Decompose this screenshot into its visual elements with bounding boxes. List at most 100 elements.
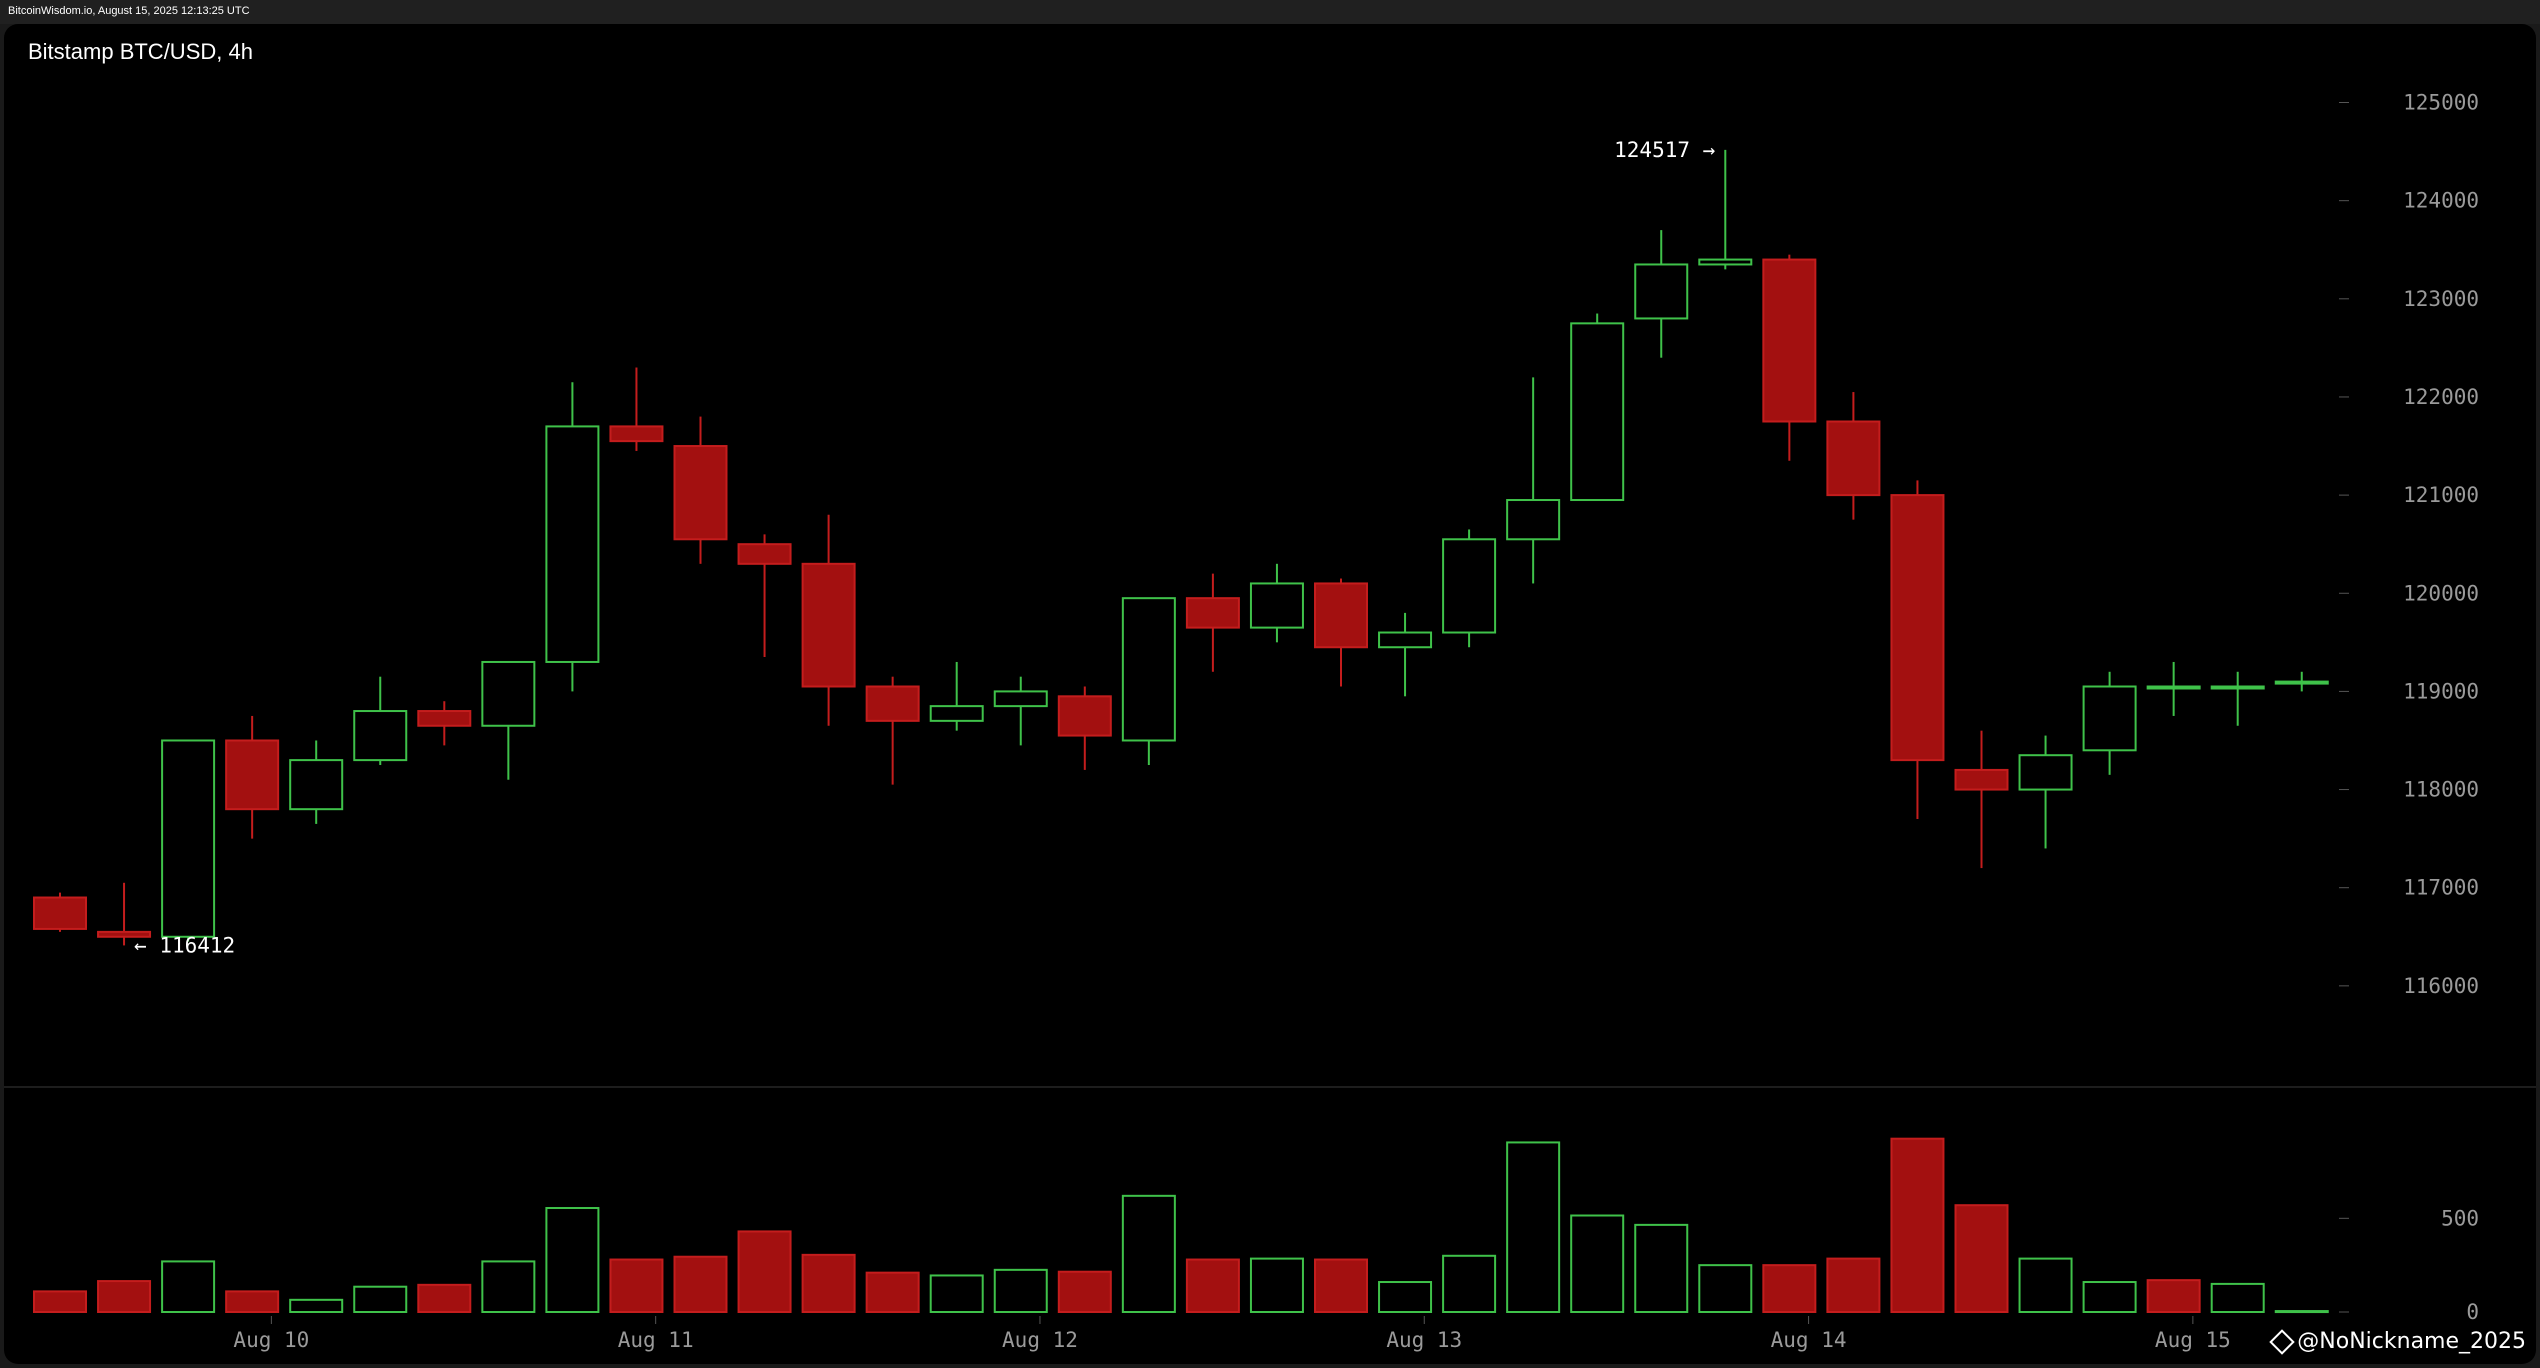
candle (1057, 686, 1112, 770)
time-tick-label: Aug 13 (1386, 1328, 1462, 1352)
candle (673, 416, 728, 564)
volume-series (33, 1137, 2329, 1314)
candle-body-up (1634, 263, 1689, 320)
price-tick-label: 120000 (2403, 581, 2479, 605)
candle-body-down (609, 425, 664, 443)
volume-bar-up (1634, 1223, 1689, 1313)
candle (1378, 612, 1433, 697)
volume-bar-down (673, 1255, 728, 1314)
candle-body-up (929, 705, 984, 722)
candle (1890, 480, 1945, 819)
volume-bar-down (225, 1290, 280, 1314)
candle-body-up (1121, 597, 1176, 742)
time-axis: Aug 10 Aug 11 Aug 12 Aug 13 Aug 14 Aug 15 (233, 1316, 2231, 1352)
price-axis: 116000 117000 118000 119000 120000 121000 1220… (2339, 91, 2479, 998)
volume-bar-down (33, 1290, 87, 1314)
volume-bar-down (417, 1283, 472, 1313)
volume-bar-up (993, 1268, 1048, 1314)
candle (161, 739, 216, 942)
candle-body-up (2082, 685, 2137, 752)
volume-bar-down (1185, 1258, 1240, 1314)
chart-title: Bitstamp BTC/USD, 4h (28, 39, 253, 64)
volume-bar-up (1698, 1264, 1753, 1313)
volume-bar-up (1506, 1141, 1561, 1313)
volume-bar-up (289, 1298, 344, 1313)
candle (1185, 573, 1240, 672)
time-tick-label: Aug 12 (1002, 1328, 1078, 1352)
volume-bar-up (481, 1260, 536, 1313)
candle (1506, 377, 1561, 584)
price-tick-label: 118000 (2403, 778, 2479, 802)
chart-panel: Bitstamp BTC/USD, 4h 116000 117000 118000 1… (4, 24, 2536, 1364)
candle-body-up (1249, 582, 1304, 629)
candle-body-down (417, 710, 472, 727)
volume-bar-up (929, 1274, 984, 1313)
volume-bar-up (1121, 1194, 1176, 1313)
volume-bar-down (737, 1230, 792, 1313)
candle-body-up (1570, 322, 1625, 502)
candle-body-up (481, 660, 536, 727)
candle-body-down (1314, 582, 1368, 649)
time-tick-label: Aug 11 (618, 1328, 694, 1352)
volume-bar-down (1954, 1204, 2009, 1313)
price-tick-label: 125000 (2403, 91, 2479, 115)
price-tick-label: 122000 (2403, 385, 2479, 409)
candle (33, 892, 87, 932)
volume-bar-down (1314, 1258, 1368, 1314)
candle-body-up (1378, 631, 1433, 649)
time-tick-label: Aug 14 (1771, 1328, 1847, 1352)
candle-body-up (2274, 680, 2329, 685)
watermark: @NoNickname_2025 (2269, 1328, 2526, 1355)
candle (1249, 563, 1304, 643)
candle (993, 676, 1048, 746)
top-info-bar: BitcoinWisdom.io, August 15, 2025 12:13:… (0, 0, 2540, 24)
watermark-text: @NoNickname_2025 (2297, 1329, 2526, 1354)
volume-bar-down (1057, 1270, 1112, 1314)
volume-tick-label: 0 (2466, 1300, 2479, 1324)
candle-body-down (865, 685, 920, 722)
volume-bar-up (2210, 1282, 2265, 1314)
candle (417, 701, 472, 746)
volume-bar-up (545, 1207, 600, 1313)
volume-bar-up (2018, 1257, 2073, 1313)
candle (2082, 671, 2137, 775)
candle-body-down (1954, 768, 2009, 791)
price-tick-label: 123000 (2403, 287, 2479, 311)
volume-bar-up (353, 1285, 408, 1314)
candle-body-down (673, 445, 728, 541)
candle (2018, 735, 2073, 849)
candle (2146, 661, 2201, 716)
candle (1698, 149, 1753, 270)
candle-body-up (353, 710, 408, 762)
candle-body-down (1057, 695, 1112, 737)
candle-body-up (1442, 538, 1497, 634)
candle-body-down (737, 543, 792, 565)
price-annotation-label: 124517 → (1614, 138, 1715, 162)
candle-body-down (1826, 420, 1881, 497)
source-timestamp: BitcoinWisdom.io, August 15, 2025 12:13:… (8, 5, 250, 17)
volume-axis: 0 500 (2339, 1206, 2479, 1324)
candle (2274, 671, 2329, 692)
candle-body-down (1890, 494, 1945, 762)
candle (225, 715, 280, 839)
candle (801, 514, 856, 726)
candle-body-up (2146, 685, 2201, 690)
candle-body-up (2018, 754, 2073, 791)
candle (609, 367, 664, 451)
volume-bar-down (97, 1280, 152, 1314)
candle (1442, 529, 1497, 648)
diamond-logo-icon (2269, 1328, 2296, 1355)
volume-bar-up (1442, 1254, 1497, 1313)
price-tick-label: 119000 (2403, 679, 2479, 703)
volume-bar-down (1890, 1137, 1945, 1313)
candle (1570, 313, 1625, 502)
candle (481, 660, 536, 780)
volume-bar-up (161, 1260, 216, 1313)
candle-body-up (1506, 499, 1561, 541)
candle-body-down (225, 739, 280, 811)
volume-bar-up (1378, 1281, 1433, 1313)
volume-bar-up (2274, 1310, 2329, 1314)
candle (865, 676, 920, 785)
volume-bar-up (1570, 1214, 1625, 1313)
candle-body-down (1185, 597, 1240, 629)
